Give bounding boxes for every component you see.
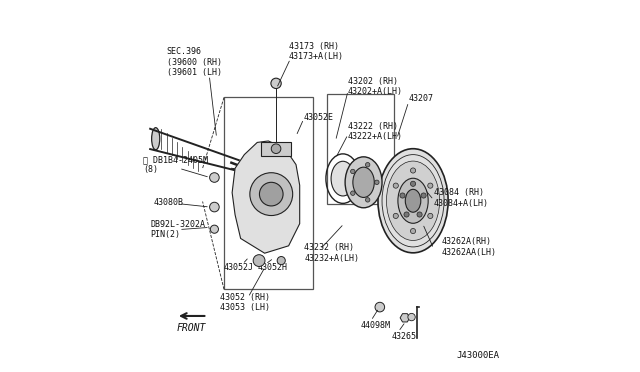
Text: 43207: 43207 xyxy=(408,94,434,103)
Ellipse shape xyxy=(387,161,440,240)
Circle shape xyxy=(408,313,415,321)
Circle shape xyxy=(417,212,422,217)
Polygon shape xyxy=(232,141,300,253)
Text: 43265: 43265 xyxy=(392,332,417,341)
Circle shape xyxy=(393,213,398,218)
Circle shape xyxy=(253,255,265,266)
Circle shape xyxy=(271,78,281,89)
Circle shape xyxy=(250,173,292,215)
Circle shape xyxy=(365,198,370,202)
Text: 43084 (RH)
43084+A(LH): 43084 (RH) 43084+A(LH) xyxy=(434,188,489,208)
Text: J43000EA: J43000EA xyxy=(456,350,499,359)
Circle shape xyxy=(400,193,405,198)
Ellipse shape xyxy=(331,161,355,196)
Circle shape xyxy=(365,163,370,167)
Circle shape xyxy=(351,191,355,195)
Text: 44098M: 44098M xyxy=(360,321,390,330)
Circle shape xyxy=(259,182,283,206)
Text: 43232 (RH)
43232+A(LH): 43232 (RH) 43232+A(LH) xyxy=(305,244,360,263)
Ellipse shape xyxy=(405,189,420,212)
Circle shape xyxy=(393,183,398,188)
Ellipse shape xyxy=(353,167,374,198)
Circle shape xyxy=(271,144,281,154)
Circle shape xyxy=(428,183,433,188)
Ellipse shape xyxy=(345,157,382,208)
Circle shape xyxy=(210,173,220,182)
Circle shape xyxy=(410,168,415,173)
Text: Ⓑ DB1B4-2405M
(8): Ⓑ DB1B4-2405M (8) xyxy=(143,155,208,174)
Text: SEC.396
(39600 (RH)
(39601 (LH): SEC.396 (39600 (RH) (39601 (LH) xyxy=(167,47,222,77)
Ellipse shape xyxy=(398,178,428,223)
Circle shape xyxy=(421,193,426,198)
Ellipse shape xyxy=(152,128,160,150)
Circle shape xyxy=(404,212,409,217)
Ellipse shape xyxy=(378,149,448,253)
Text: 43052E: 43052E xyxy=(303,113,333,122)
Text: 43052 (RH)
43053 (LH): 43052 (RH) 43053 (LH) xyxy=(220,293,270,312)
Circle shape xyxy=(210,202,220,212)
Text: 43052H: 43052H xyxy=(258,263,288,272)
Text: 43080B: 43080B xyxy=(153,198,183,207)
Circle shape xyxy=(428,213,433,218)
Text: FRONT: FRONT xyxy=(177,323,206,333)
Circle shape xyxy=(375,302,385,312)
Text: 43222 (RH)
43222+A(LH): 43222 (RH) 43222+A(LH) xyxy=(348,122,403,141)
Circle shape xyxy=(410,228,415,234)
Circle shape xyxy=(410,181,415,186)
Circle shape xyxy=(211,225,218,233)
Text: 43262A(RH)
43262AA(LH): 43262A(RH) 43262AA(LH) xyxy=(441,237,496,257)
Text: 43173 (RH)
43173+A(LH): 43173 (RH) 43173+A(LH) xyxy=(289,42,344,61)
Text: DB92L-3202A
PIN(2): DB92L-3202A PIN(2) xyxy=(150,220,205,239)
Text: 43052J: 43052J xyxy=(223,263,253,272)
Text: 43202 (RH)
43202+A(LH): 43202 (RH) 43202+A(LH) xyxy=(348,77,403,96)
FancyBboxPatch shape xyxy=(261,142,291,156)
Circle shape xyxy=(374,180,379,185)
Circle shape xyxy=(277,257,285,264)
Polygon shape xyxy=(400,314,410,322)
Circle shape xyxy=(351,169,355,174)
